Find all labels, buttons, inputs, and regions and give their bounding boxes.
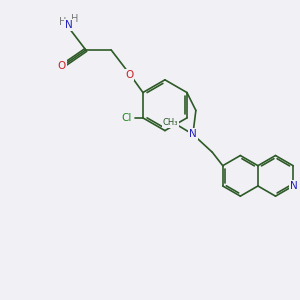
Text: Cl: Cl xyxy=(121,113,132,123)
Text: N: N xyxy=(290,181,298,191)
Text: CH₃: CH₃ xyxy=(163,118,178,127)
Text: H: H xyxy=(71,14,78,24)
Text: H: H xyxy=(59,16,67,27)
Text: N: N xyxy=(65,20,73,30)
Text: N: N xyxy=(189,129,197,139)
Text: O: O xyxy=(125,70,133,80)
Text: O: O xyxy=(58,61,66,71)
